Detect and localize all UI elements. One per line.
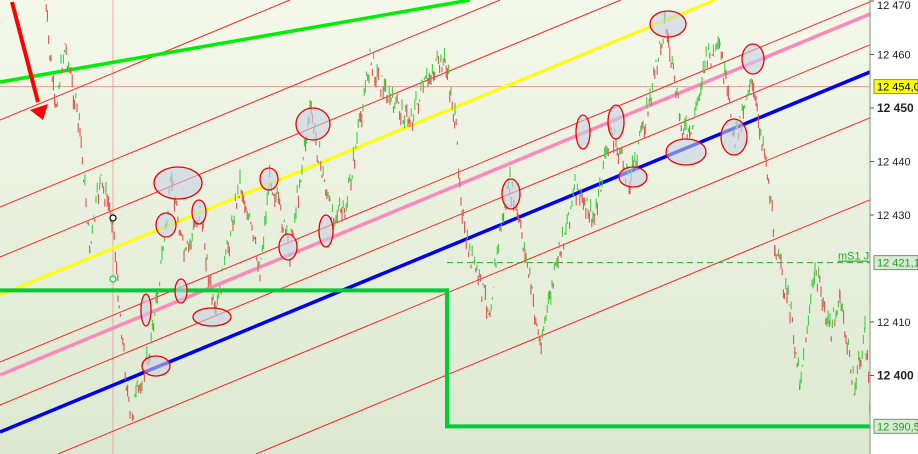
- channel-line[interactable]: [255, 199, 871, 454]
- highlight-ellipse[interactable]: [501, 178, 521, 210]
- y-tick-label: 12 430: [877, 210, 911, 222]
- highlight-ellipse[interactable]: [607, 104, 625, 140]
- yellow-trendline[interactable]: [0, 0, 716, 297]
- y-tick-label: 12 400: [877, 369, 914, 383]
- green-trendline[interactable]: [0, 0, 471, 84]
- red-arrow-head: [30, 104, 48, 120]
- highlight-ellipse[interactable]: [665, 138, 707, 166]
- price-label: 12 390,5: [877, 421, 918, 433]
- y-tick-label: 12 470: [877, 0, 911, 12]
- channel-line[interactable]: [0, 0, 501, 208]
- y-tick-label: 12 440: [877, 157, 911, 169]
- y-tick-label: 12 450: [877, 101, 914, 115]
- y-tick-label: 12 410: [877, 317, 911, 329]
- highlight-ellipse[interactable]: [140, 293, 152, 327]
- support-step-line[interactable]: [0, 288, 870, 429]
- highlight-ellipse[interactable]: [278, 233, 298, 261]
- price-label: 12 454,0: [877, 82, 918, 94]
- highlight-ellipse[interactable]: [141, 355, 171, 377]
- highlight-ellipse[interactable]: [174, 278, 188, 304]
- red-arrow[interactable]: [10, 1, 40, 103]
- price-label-box: [873, 418, 918, 434]
- price-label-box: [873, 255, 918, 271]
- highlight-ellipse[interactable]: [741, 43, 765, 75]
- highlight-ellipse[interactable]: [618, 166, 648, 188]
- highlight-ellipse[interactable]: [575, 114, 591, 150]
- channel-line[interactable]: [0, 0, 291, 121]
- highlight-ellipse[interactable]: [155, 212, 177, 238]
- highlight-ellipse[interactable]: [318, 214, 334, 248]
- price-label-box: [873, 79, 918, 95]
- crosshair-point: [109, 214, 117, 222]
- highlight-ellipse[interactable]: [649, 10, 687, 38]
- channel-line[interactable]: [57, 117, 871, 454]
- price-axis[interactable]: [870, 0, 918, 454]
- step-line-point: [109, 275, 117, 283]
- channel-line[interactable]: [0, 44, 871, 406]
- highlight-ellipse[interactable]: [720, 118, 748, 156]
- highlight-ellipse[interactable]: [192, 307, 232, 327]
- highlight-ellipse[interactable]: [259, 167, 279, 191]
- y-tick-label: 12 460: [877, 50, 911, 62]
- highlight-ellipse[interactable]: [191, 199, 207, 225]
- ms1-level-label: mS1 J: [838, 251, 869, 263]
- highlight-ellipse[interactable]: [153, 166, 203, 200]
- highlight-ellipse[interactable]: [295, 107, 331, 141]
- price-label: 12 421,1: [877, 258, 918, 270]
